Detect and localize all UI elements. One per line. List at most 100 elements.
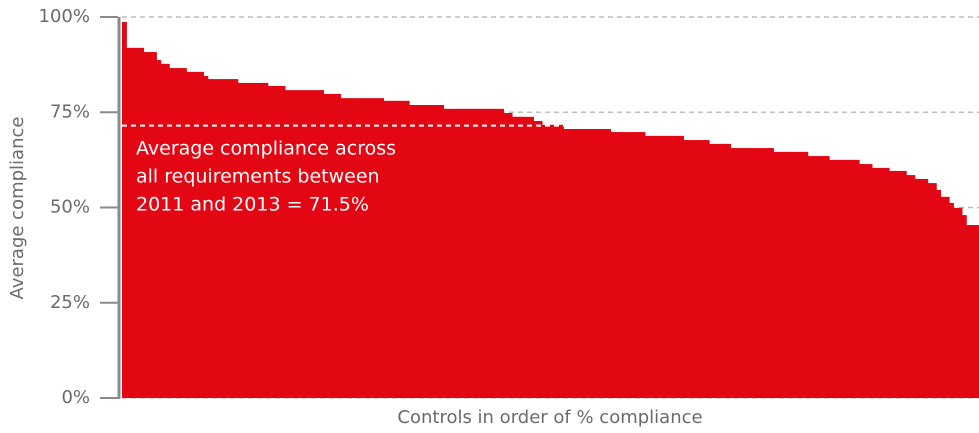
control-bar [589,129,594,398]
control-bar [563,129,569,398]
control-bar [627,132,633,398]
control-bar [593,129,599,398]
control-bar [310,90,316,398]
control-bar [696,140,702,399]
control-bar [524,116,530,399]
control-bar [289,90,294,398]
control-bar [314,90,320,398]
control-bar [147,52,153,398]
control-bar [293,90,299,398]
control-bar [533,121,539,398]
control-bar [897,170,903,398]
control-bar [953,207,959,398]
control-bar [559,124,564,398]
control-bar [889,170,894,398]
control-bar [661,135,667,398]
control-bar [833,159,839,398]
control-bar [914,178,920,398]
control-bar [751,148,757,398]
control-bar [841,159,847,398]
control-bar [846,159,852,398]
control-bar [511,116,517,399]
control-bar [237,82,243,399]
control-bar [194,71,200,398]
control-bar [764,148,770,398]
control-bar [323,93,329,398]
control-bar [631,132,637,398]
control-bar [181,68,187,398]
control-bar [880,167,886,398]
control-bar [786,151,792,398]
control-bar [439,105,444,399]
control-bar [421,105,427,399]
control-bar [799,151,804,398]
control-bar [730,148,736,398]
control-bar [370,98,376,398]
control-bar [820,156,826,398]
control-bar [649,135,654,398]
control-bar [859,164,864,398]
control-bar [653,135,659,398]
control-bar [404,100,410,398]
control-bar [811,156,817,398]
control-bar [224,79,230,398]
control-bar [366,98,372,398]
control-bar [220,79,226,398]
control-bar [717,143,723,398]
control-bar [966,225,972,398]
control-bar [597,129,603,398]
x-axis-label: Controls in order of % compliance [397,407,702,428]
control-bar [383,100,389,398]
control-bar [721,143,727,398]
control-bar [546,124,552,398]
control-bar [807,156,813,398]
control-bar [554,124,560,398]
control-bar [503,113,509,399]
control-bar [794,151,800,398]
control-bar [340,98,346,398]
control-bar [233,79,239,398]
control-bar [443,108,449,399]
control-bar [803,151,809,398]
control-bar [186,71,192,398]
y-tick-label: 100% [39,6,90,27]
control-bar [777,151,783,398]
control-bar [357,98,363,398]
control-bar [430,105,436,399]
control-bar [447,108,453,399]
control-bar [837,159,843,398]
control-bar [379,98,384,398]
control-bar [871,167,877,398]
control-bar [679,135,684,398]
control-bar [687,140,693,399]
control-bar [816,156,822,398]
control-bar [126,47,132,399]
control-bar [267,85,273,398]
control-bar [177,68,183,398]
control-bar [601,129,607,398]
control-bar [931,183,937,398]
control-bar [229,79,235,398]
control-bar [464,108,470,399]
control-bar [704,140,710,399]
y-tick-label: 50% [50,197,90,218]
control-bar [263,82,269,399]
control-bar [614,132,620,398]
control-bar [957,207,963,398]
control-bar [160,63,166,398]
control-bar [241,82,247,399]
control-bar [400,100,406,398]
y-axis-label: Average compliance [7,117,28,300]
control-bar [417,105,423,399]
control-bar [790,151,796,398]
control-bar [216,79,222,398]
control-bar [854,159,860,398]
control-bar [284,90,290,398]
control-bar [906,175,912,398]
annotation: 2011 and 2013 = 71.5% [136,194,369,216]
control-bar [529,116,534,399]
control-bar [949,202,954,398]
control-bar [769,148,774,398]
control-bar [259,82,265,399]
